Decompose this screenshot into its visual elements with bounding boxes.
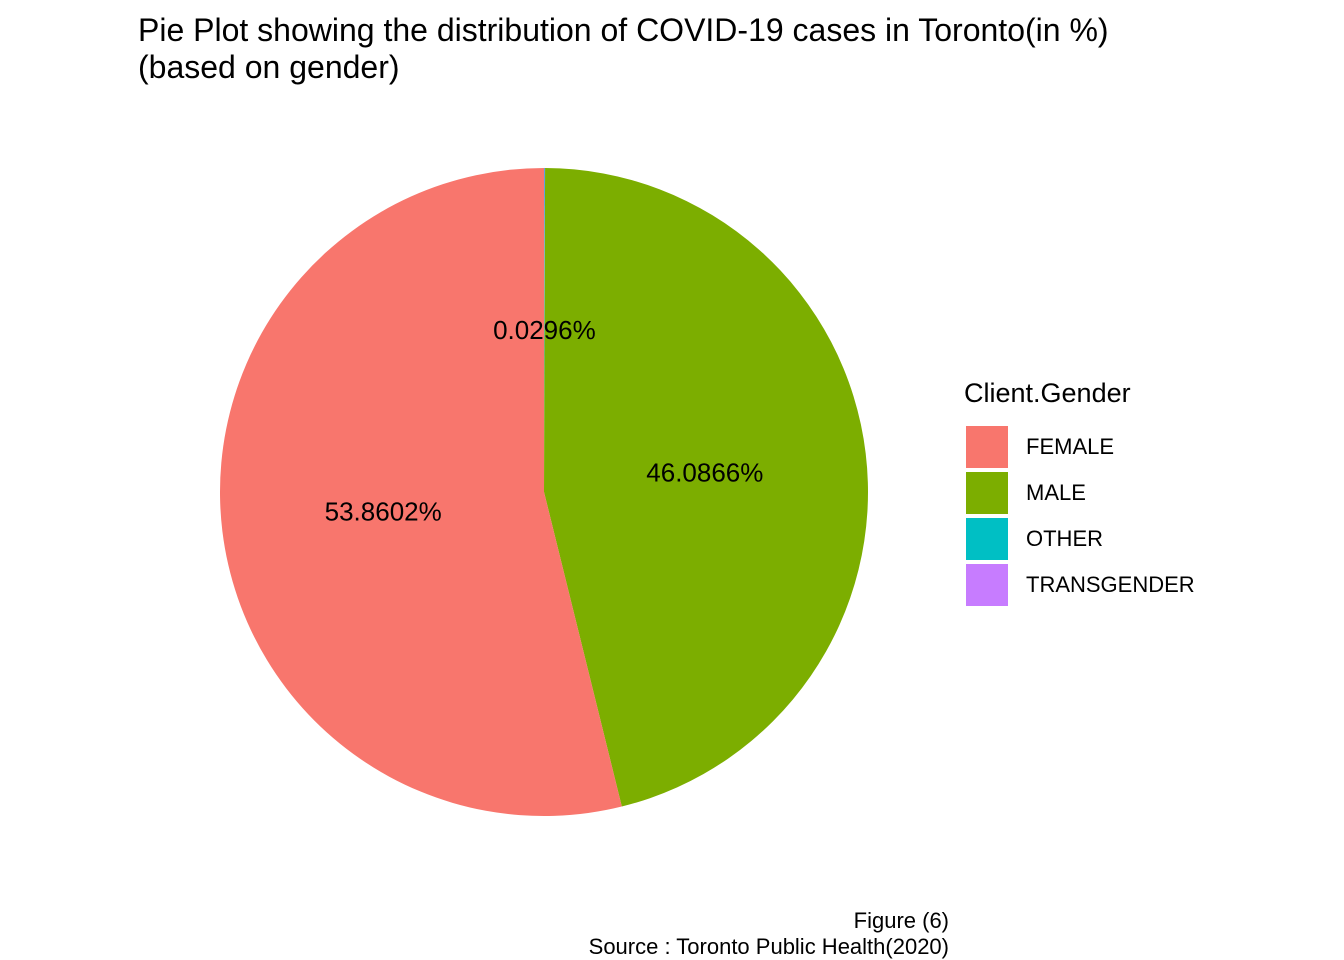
legend-label-male: MALE [1026,480,1086,505]
legend-item-other: OTHER [964,516,1195,562]
pie-slice-other [544,168,546,492]
legend-item-male: MALE [964,470,1195,516]
slice-label-female: 53.8602% [325,497,442,527]
legend-key-male [966,472,1008,514]
legend-label-female: FEMALE [1026,434,1115,459]
chart-title-line-2: (based on gender) [138,49,400,85]
legend-title: Client.Gender [964,378,1131,408]
caption: Figure (6) Source : Toronto Public Healt… [589,908,949,960]
chart-title-line-1: Pie Plot showing the distribution of COV… [138,12,1109,48]
slice-label-male: 46.0866% [646,458,763,488]
legend-item-transgender: TRANSGENDER [964,562,1195,608]
legend-key-female [966,426,1008,468]
caption-figure: Figure (6) [853,908,949,933]
caption-source: Source : Toronto Public Health(2020) [588,934,949,959]
pie-slice-female [220,167,622,816]
chart-title: Pie Plot showing the distribution of COV… [138,12,1109,86]
pie-slice-male [544,168,868,807]
legend-key-transgender [966,564,1008,606]
legend-key-other [966,518,1008,560]
legend: Client.Gender FEMALE MALE OTHER TRANSGENDER [964,376,1195,608]
legend-label-other: OTHER [1026,526,1103,551]
legend-item-female: FEMALE [964,424,1195,470]
slice-label-other: 0.0296% [493,315,596,345]
legend-label-transgender: TRANSGENDER [1026,572,1195,597]
